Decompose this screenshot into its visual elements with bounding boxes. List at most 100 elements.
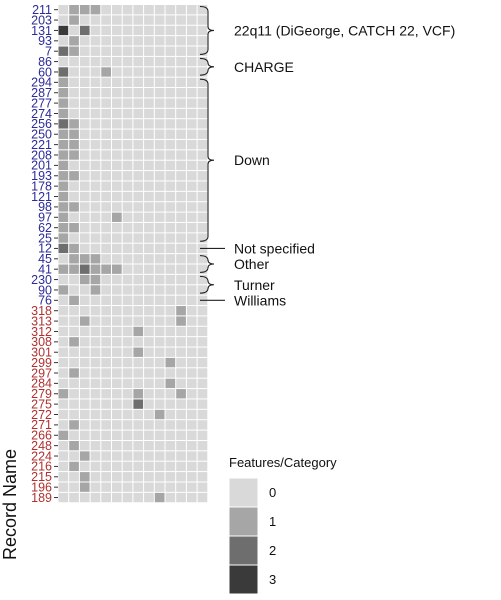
- heatmap-cell: [122, 36, 133, 46]
- heatmap-cell: [69, 25, 79, 36]
- heatmap-cell: [122, 150, 133, 160]
- heatmap-cell: [122, 171, 133, 181]
- row-label: 250: [31, 128, 52, 142]
- legend-label: 2: [269, 543, 276, 558]
- heatmap-cell: [122, 56, 133, 67]
- heatmap-cell: [112, 25, 122, 36]
- heatmap-cell: [90, 461, 101, 472]
- heatmap-cell: [69, 46, 79, 56]
- heatmap-cell: [176, 306, 186, 316]
- row-label: 12: [38, 242, 52, 256]
- heatmap-cell: [112, 274, 122, 285]
- heatmap-cell: [186, 420, 197, 430]
- heatmap-cell: [122, 274, 133, 285]
- heatmap-cell: [58, 233, 69, 243]
- heatmap-cell: [144, 347, 154, 357]
- legend-swatch: [228, 506, 259, 537]
- heatmap-cell: [122, 285, 133, 295]
- heatmap-cell: [133, 88, 144, 98]
- heatmap-cell: [154, 15, 165, 25]
- row-label: 25: [38, 231, 52, 245]
- heatmap-cell: [112, 191, 122, 202]
- heatmap-cell: [197, 233, 208, 243]
- heatmap-cell: [154, 399, 165, 409]
- heatmap-cell: [154, 306, 165, 316]
- heatmap-cell: [112, 108, 122, 119]
- heatmap-cell: [133, 5, 144, 15]
- heatmap-cell: [69, 108, 79, 119]
- heatmap-cell: [79, 274, 90, 285]
- heatmap-cell: [79, 440, 90, 451]
- heatmap-cell: [197, 181, 208, 191]
- heatmap-cell: [101, 150, 111, 160]
- heatmap-cell: [197, 492, 208, 503]
- legend-label: 0: [269, 485, 276, 500]
- heatmap-cell: [176, 316, 186, 326]
- heatmap-cell: [154, 56, 165, 67]
- heatmap-cell: [165, 46, 176, 56]
- heatmap-cell: [112, 430, 122, 440]
- heatmap-cell: [133, 482, 144, 492]
- heatmap-cell: [176, 56, 186, 67]
- heatmap-cell: [133, 46, 144, 56]
- row-label: 90: [38, 283, 52, 297]
- heatmap-cell: [165, 264, 176, 274]
- heatmap-cell: [122, 461, 133, 472]
- heatmap-cell: [90, 139, 101, 150]
- row-label: 41: [38, 262, 52, 276]
- heatmap-cell: [154, 420, 165, 430]
- heatmap-cell: [112, 88, 122, 98]
- heatmap-cell: [90, 67, 101, 77]
- heatmap-cell: [197, 357, 208, 368]
- heatmap-cell: [69, 150, 79, 160]
- row-label: 297: [31, 366, 52, 380]
- row-label: 275: [31, 397, 52, 411]
- heatmap-cell: [154, 139, 165, 150]
- heatmap-cell: [165, 430, 176, 440]
- heatmap-cell: [58, 5, 69, 15]
- heatmap-cell: [165, 357, 176, 368]
- heatmap-cell: [79, 389, 90, 399]
- heatmap-cell: [101, 243, 111, 254]
- heatmap-cell: [101, 181, 111, 191]
- heatmap-cell: [112, 492, 122, 503]
- heatmap-cell: [176, 285, 186, 295]
- heatmap-cell: [79, 399, 90, 409]
- heatmap-cell: [58, 357, 69, 368]
- heatmap-cell: [112, 285, 122, 295]
- heatmap-cell: [165, 482, 176, 492]
- heatmap-cell: [112, 306, 122, 316]
- heatmap-cell: [154, 285, 165, 295]
- heatmap-cell: [144, 399, 154, 409]
- heatmap-cell: [165, 171, 176, 181]
- heatmap-cell: [133, 306, 144, 316]
- heatmap-cell: [90, 25, 101, 36]
- heatmap-cell: [144, 15, 154, 25]
- heatmap-cell: [154, 212, 165, 222]
- heatmap-cell: [176, 5, 186, 15]
- heatmap-cell: [69, 399, 79, 409]
- heatmap-cell: [186, 492, 197, 503]
- heatmap-cell: [154, 337, 165, 347]
- heatmap-cell: [58, 285, 69, 295]
- row-label: 287: [31, 86, 52, 100]
- heatmap-cell: [165, 347, 176, 357]
- heatmap-cell: [197, 202, 208, 212]
- heatmap-cell: [90, 326, 101, 337]
- heatmap-cell: [176, 150, 186, 160]
- heatmap-cell: [122, 326, 133, 337]
- heatmap-cell: [186, 67, 197, 77]
- heatmap-cell: [112, 316, 122, 326]
- heatmap-cell: [79, 15, 90, 25]
- heatmap-cell: [58, 378, 69, 389]
- heatmap-cell: [90, 357, 101, 368]
- heatmap-cell: [101, 160, 111, 171]
- heatmap-cell: [133, 378, 144, 389]
- heatmap-cell: [133, 461, 144, 472]
- heatmap-cell: [58, 171, 69, 181]
- heatmap-cell: [144, 451, 154, 461]
- row-label: 121: [31, 190, 52, 204]
- row-label: 277: [31, 96, 52, 110]
- heatmap-cell: [133, 472, 144, 482]
- heatmap-cell: [154, 357, 165, 368]
